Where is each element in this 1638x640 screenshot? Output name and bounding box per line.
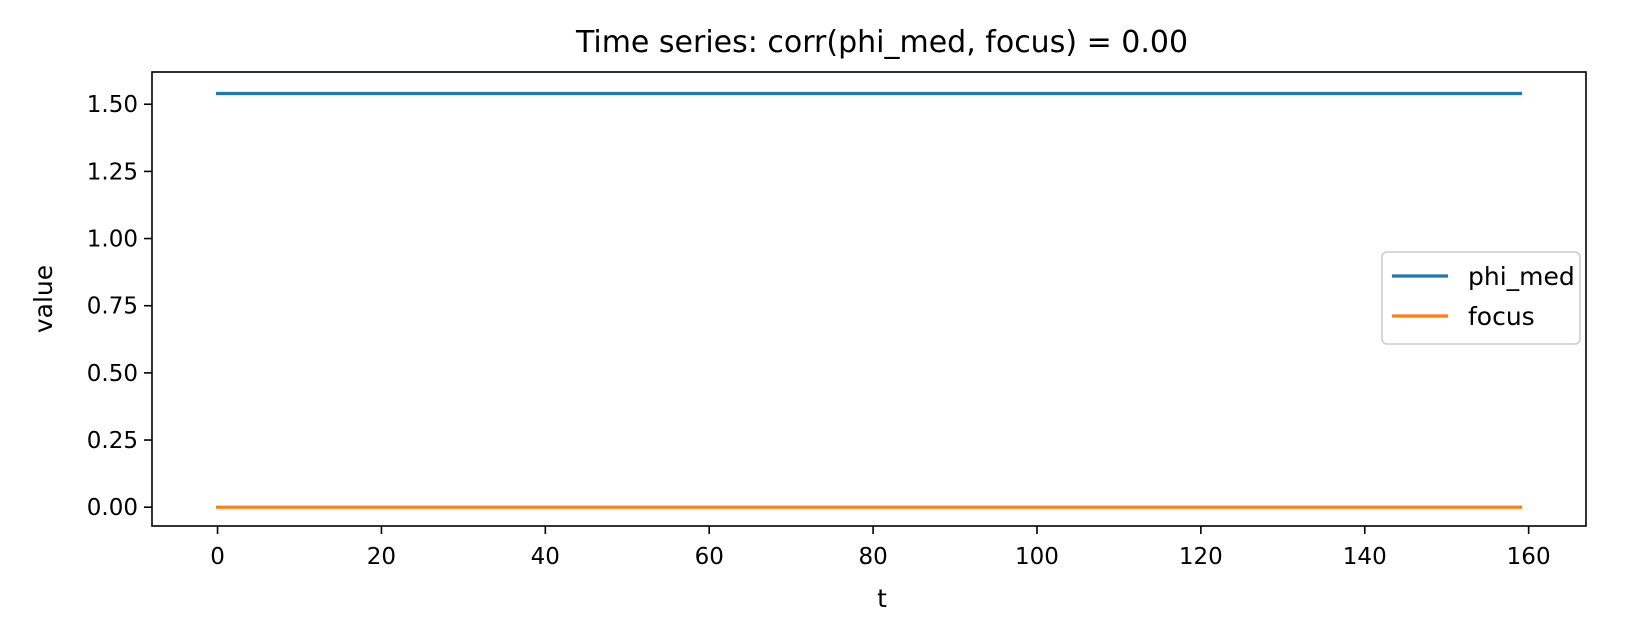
y-axis: 0.00 0.25 0.50 0.75 1.00 1.25 1.50 [87, 92, 152, 521]
y-tick-label: 1.00 [87, 227, 138, 253]
x-tick-label: 160 [1507, 544, 1551, 570]
plot-area [152, 72, 1586, 526]
y-tick-label: 1.25 [87, 159, 138, 185]
y-tick-label: 0.75 [87, 294, 138, 320]
legend-label: focus [1468, 302, 1535, 331]
x-axis-label: t [877, 584, 887, 613]
x-tick-label: 60 [695, 544, 724, 570]
x-axis: 0 20 40 60 80 100 120 140 160 [210, 526, 1551, 570]
y-tick-label: 0.25 [87, 428, 138, 454]
x-tick-label: 120 [1179, 544, 1223, 570]
x-tick-label: 20 [367, 544, 396, 570]
plot-frame [151, 71, 1587, 527]
x-tick-label: 0 [210, 544, 225, 570]
x-tick-label: 100 [1015, 544, 1059, 570]
legend-label: phi_med [1468, 262, 1575, 291]
x-tick-label: 140 [1343, 544, 1387, 570]
chart-title: Time series: corr(phi_med, focus) = 0.00 [575, 25, 1188, 60]
series-layer [215, 91, 1523, 509]
x-tick-label: 40 [531, 544, 560, 570]
y-tick-label: 1.50 [87, 92, 138, 118]
y-axis-label: value [29, 265, 58, 333]
y-tick-label: 0.00 [87, 495, 138, 521]
y-tick-label: 0.50 [87, 361, 138, 387]
x-tick-label: 80 [858, 544, 887, 570]
